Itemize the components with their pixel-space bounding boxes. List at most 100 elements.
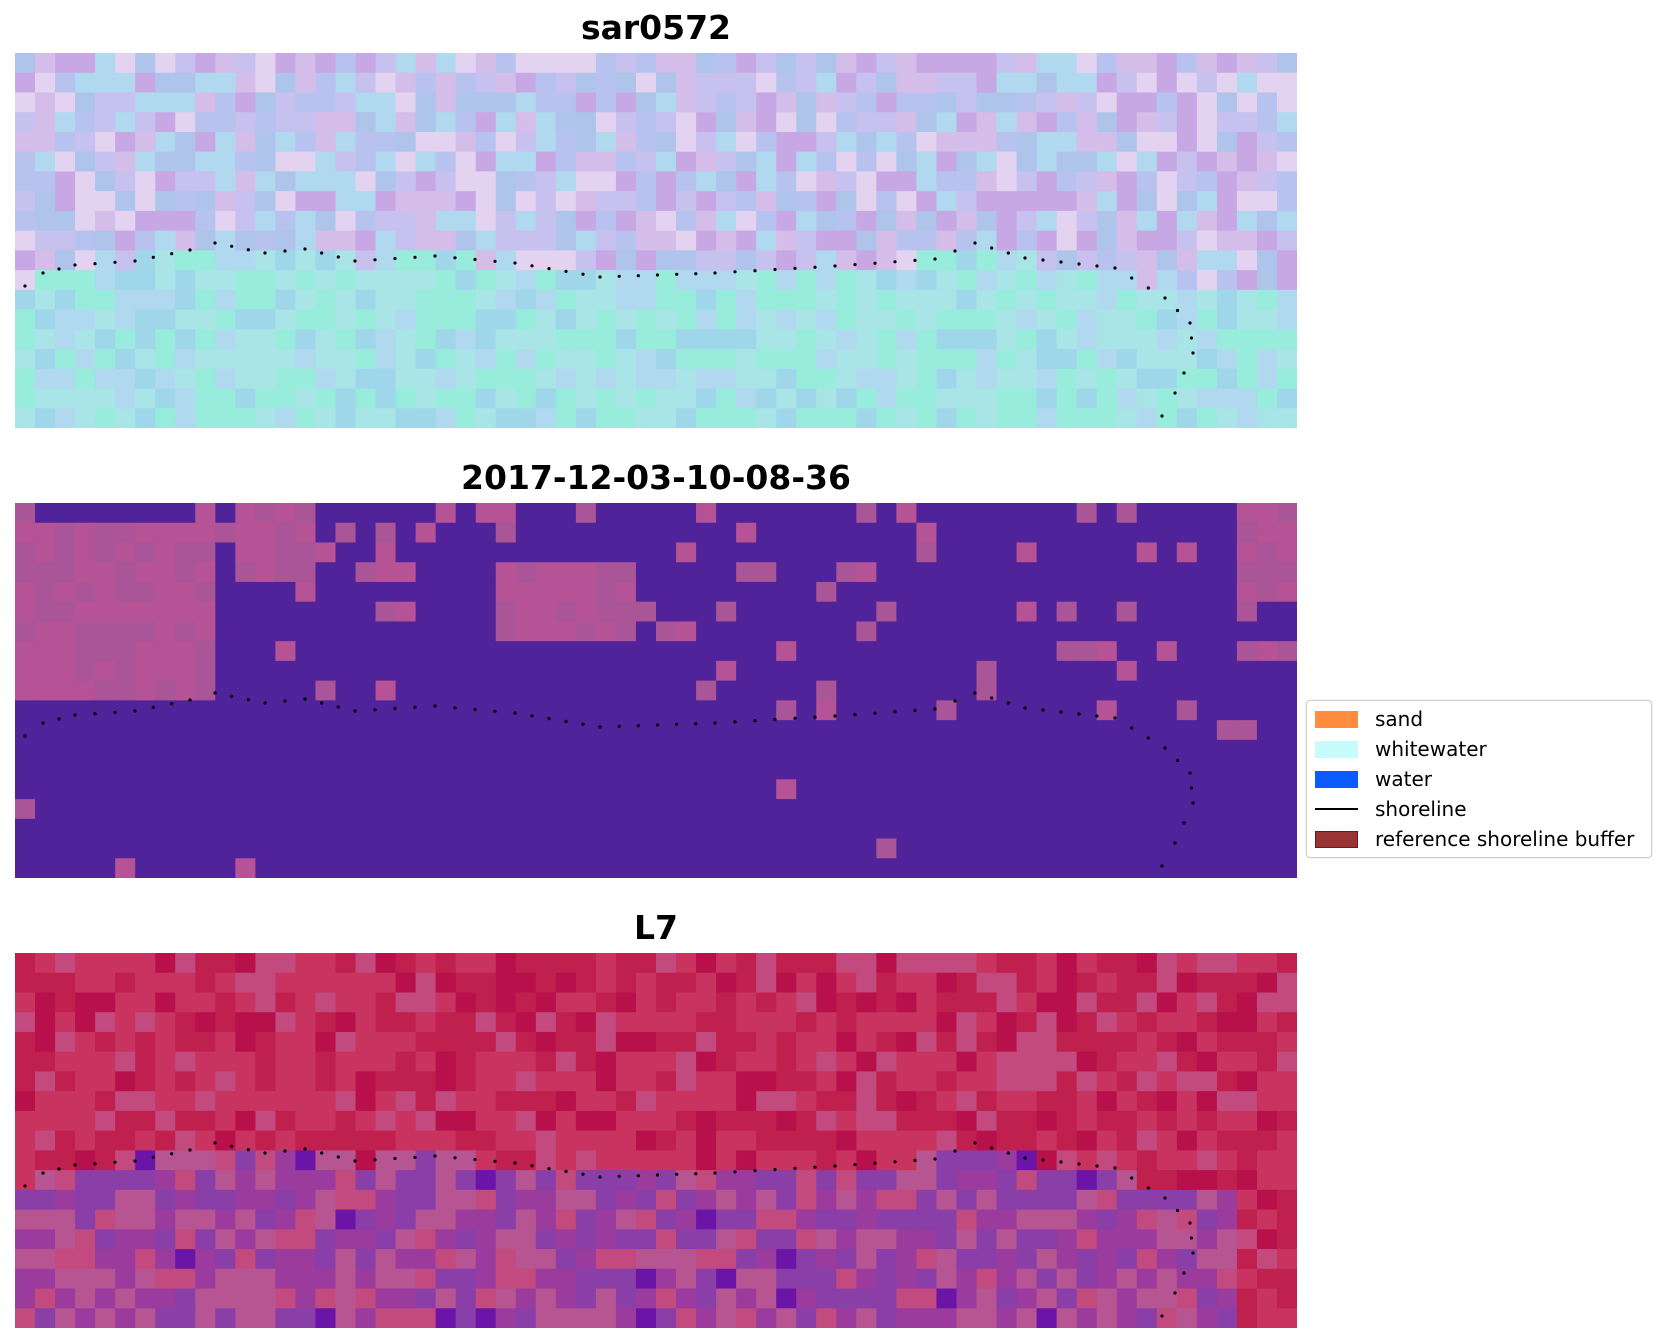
image-pixel [1196, 1071, 1218, 1092]
image-pixel [1096, 838, 1118, 859]
image-pixel [1176, 759, 1198, 780]
image-pixel [716, 522, 737, 544]
image-pixel [35, 349, 56, 370]
image-pixel [595, 503, 617, 524]
image-pixel [696, 1071, 717, 1092]
image-pixel [435, 1189, 457, 1211]
image-pixel [1156, 1189, 1178, 1211]
image-pixel [1076, 720, 1098, 741]
image-pixel [15, 53, 36, 74]
image-pixel [35, 542, 56, 563]
image-pixel [796, 1051, 817, 1073]
image-pixel [816, 1091, 837, 1112]
shoreline-point [93, 712, 97, 716]
image-pixel [55, 542, 76, 563]
image-pixel [716, 858, 737, 878]
image-pixel [515, 1288, 537, 1309]
image-pixel [55, 972, 76, 994]
image-pixel [135, 641, 156, 662]
image-pixel [776, 799, 797, 820]
image-pixel [1256, 210, 1278, 232]
image-pixel [656, 289, 677, 311]
image-pixel [435, 680, 457, 701]
image-pixel [1116, 1229, 1138, 1250]
image-pixel [135, 621, 156, 642]
image-pixel [215, 953, 236, 974]
image-pixel [976, 250, 998, 271]
image-pixel [475, 131, 497, 153]
image-pixel [395, 799, 417, 820]
image-pixel [555, 408, 577, 428]
image-pixel [1036, 562, 1058, 583]
image-pixel [1276, 289, 1297, 311]
image-pixel [856, 230, 877, 251]
image-pixel [255, 388, 277, 409]
image-pixel [1176, 210, 1198, 232]
image-pixel [856, 53, 877, 74]
image-pixel [996, 210, 1018, 232]
image-pixel [1216, 230, 1238, 251]
image-pixel [335, 191, 357, 212]
shoreline-point [1077, 1162, 1081, 1166]
image-pixel [15, 210, 36, 232]
image-pixel [375, 92, 397, 113]
shoreline-point [773, 267, 777, 272]
image-pixel [1276, 522, 1297, 544]
image-pixel [95, 408, 116, 428]
image-pixel [1076, 171, 1098, 192]
image-pixel [896, 1012, 918, 1033]
image-pixel [1036, 503, 1058, 524]
image-pixel [656, 641, 677, 662]
image-pixel [235, 700, 256, 721]
image-pixel [796, 270, 817, 291]
image-pixel [896, 191, 918, 212]
image-pixel [1196, 542, 1218, 563]
image-pixel [676, 1308, 697, 1328]
image-pixel [35, 858, 56, 878]
image-pixel [1156, 349, 1178, 370]
image-pixel [1216, 720, 1238, 741]
image-pixel [335, 112, 357, 133]
shoreline-point [320, 1151, 324, 1155]
image-pixel [475, 1031, 497, 1053]
image-pixel [595, 601, 617, 623]
image-pixel [615, 581, 637, 603]
image-pixel [1136, 1130, 1158, 1151]
image-pixel [1036, 972, 1058, 994]
image-pixel [235, 171, 256, 192]
image-pixel [35, 151, 56, 173]
image-pixel [976, 171, 998, 192]
image-pixel [1176, 739, 1198, 761]
image-pixel [1036, 601, 1058, 623]
image-pixel [1136, 818, 1158, 840]
image-pixel [495, 230, 517, 251]
image-pixel [535, 1288, 557, 1309]
image-pixel [195, 953, 216, 974]
image-pixel [535, 191, 557, 212]
image-pixel [515, 992, 537, 1013]
image-pixel [535, 1229, 557, 1250]
image-pixel [595, 1031, 617, 1053]
image-pixel [515, 53, 537, 74]
image-pixel [175, 1249, 196, 1270]
image-pixel [1256, 562, 1278, 583]
image-pixel [1216, 210, 1238, 232]
image-pixel [676, 191, 697, 212]
image-pixel [335, 1071, 357, 1092]
image-pixel [1096, 581, 1118, 603]
image-pixel [1056, 601, 1078, 623]
image-pixel [355, 53, 377, 74]
image-pixel [816, 660, 837, 682]
image-pixel [175, 1071, 196, 1092]
image-pixel [375, 72, 397, 94]
image-pixel [1036, 1249, 1058, 1270]
image-pixel [716, 309, 737, 330]
image-pixel [1056, 349, 1078, 370]
image-pixel [996, 1308, 1018, 1328]
shoreline-point [913, 708, 917, 712]
image-pixel [75, 1209, 96, 1230]
image-pixel [155, 368, 176, 390]
image-pixel [335, 799, 357, 820]
image-pixel [135, 503, 156, 524]
image-pixel [656, 1130, 677, 1151]
